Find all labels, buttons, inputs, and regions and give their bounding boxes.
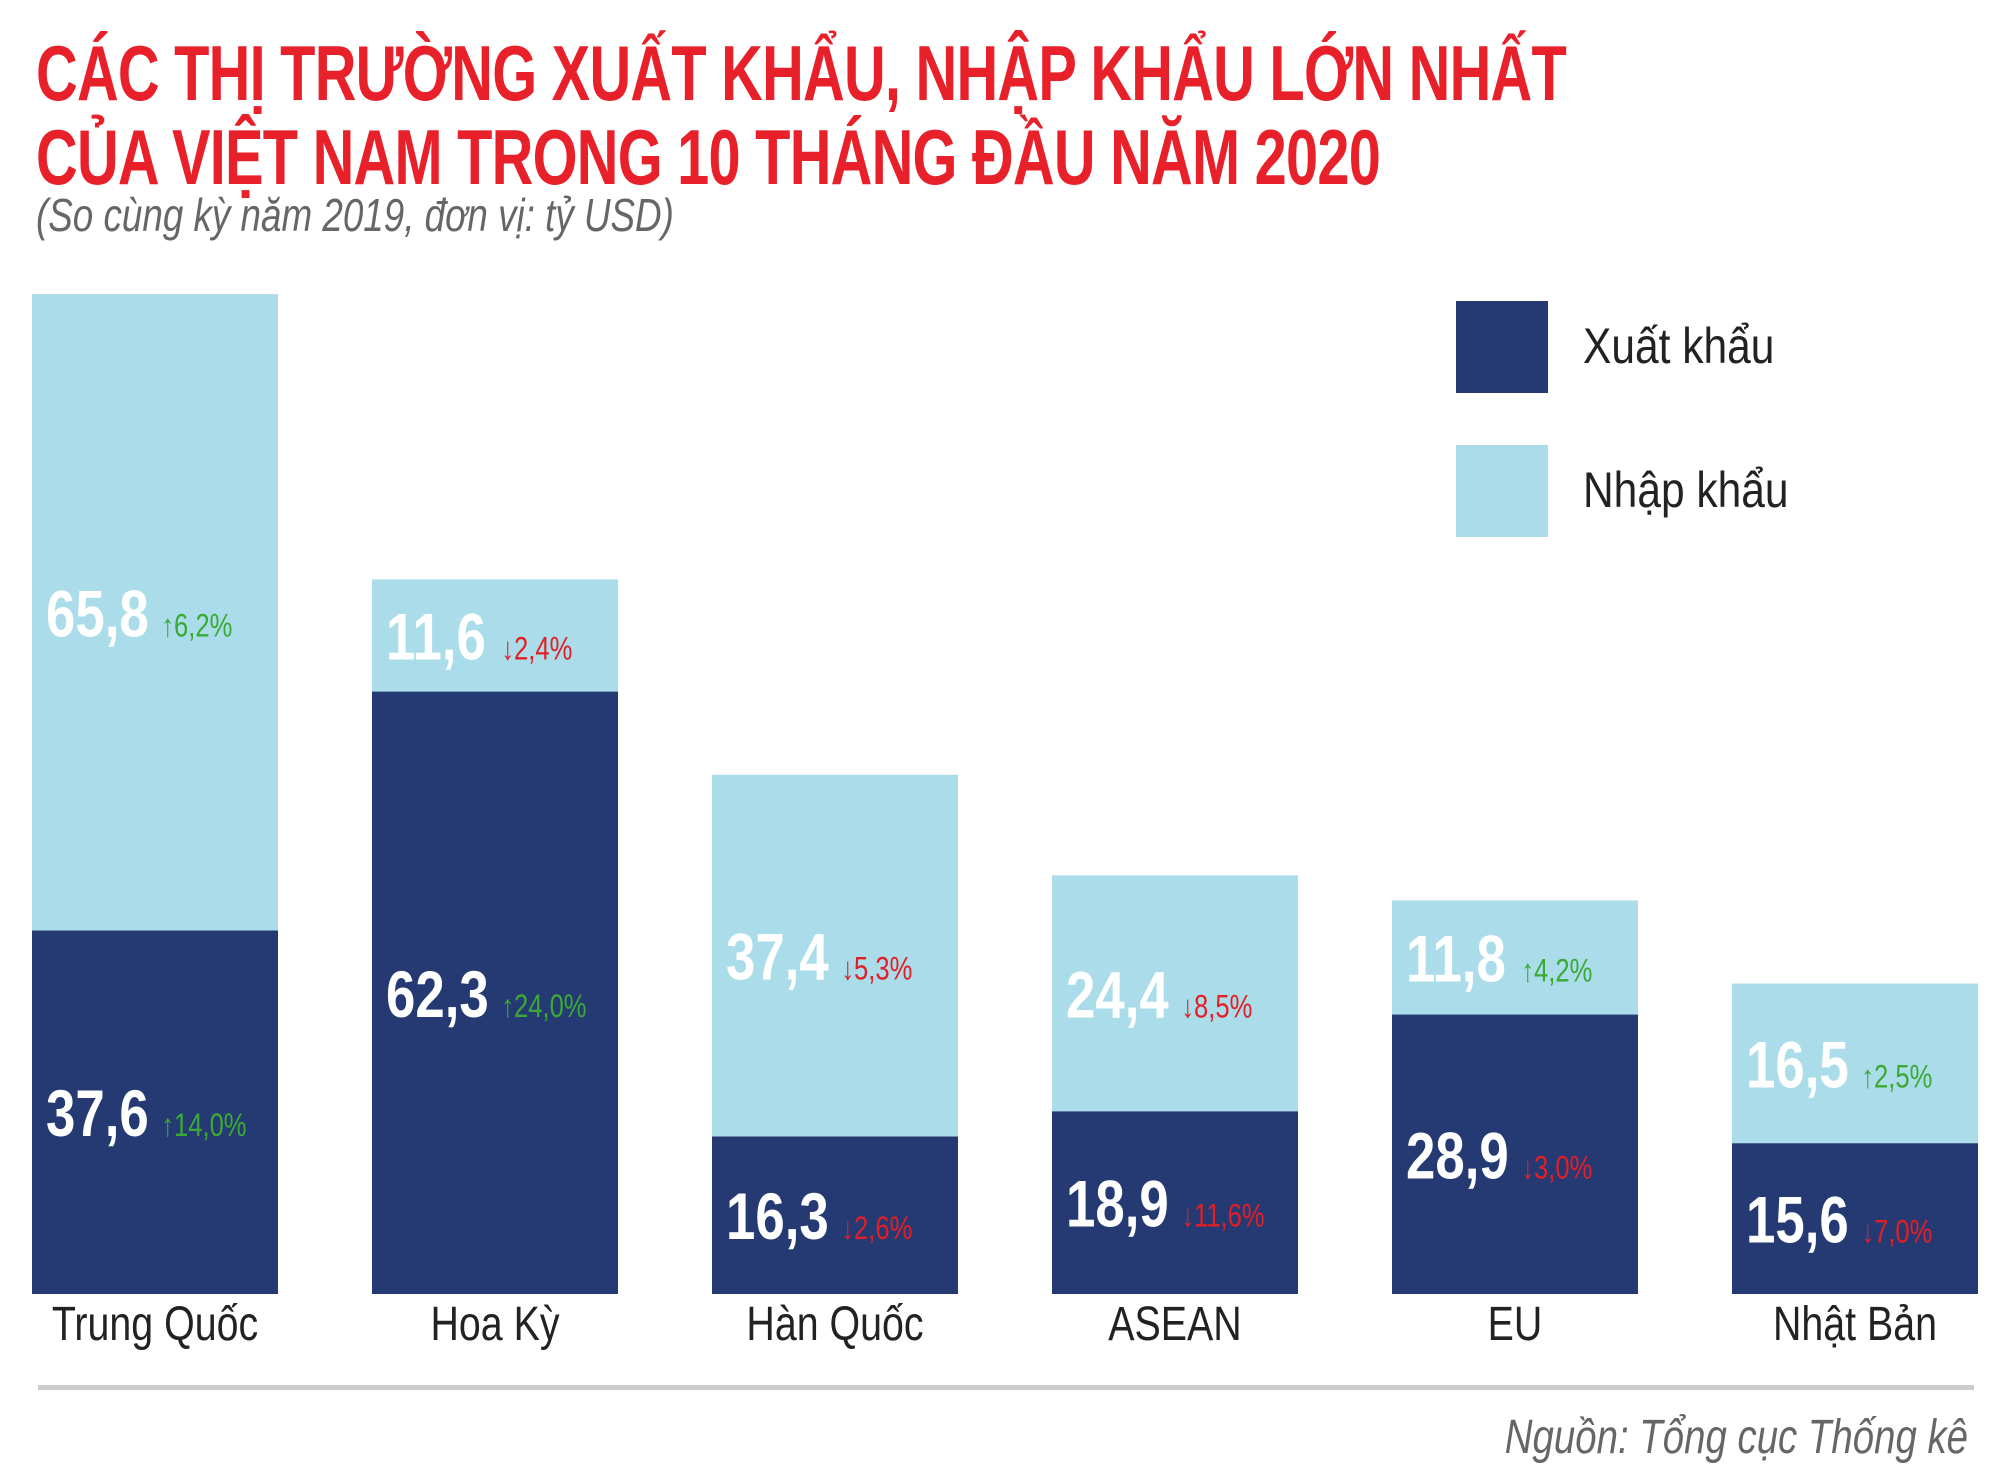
import-bar-5	[1732, 983, 1978, 1144]
export-bar-5	[1732, 1143, 1978, 1294]
change-label: ↓8,5%	[1181, 990, 1252, 1025]
value-label: 18,9	[1066, 1167, 1169, 1241]
legend-swatch-0	[1456, 301, 1548, 393]
export-bar-4	[1392, 1014, 1638, 1294]
value-label: 65,8	[46, 577, 149, 651]
category-label: Trung Quốc	[52, 1297, 258, 1351]
change-label: ↓7,0%	[1861, 1215, 1932, 1250]
category-label: ASEAN	[1108, 1297, 1241, 1351]
legend-swatch-1	[1456, 445, 1548, 537]
change-label: ↓5,3%	[841, 952, 912, 987]
value-label: 16,5	[1746, 1028, 1849, 1102]
value-label: 16,3	[726, 1180, 829, 1254]
import-bar-2	[712, 774, 958, 1137]
divider-line	[38, 1385, 1974, 1390]
export-bar-1	[372, 691, 618, 1294]
change-label: ↓2,4%	[501, 632, 572, 667]
import-bar-3	[1052, 875, 1298, 1112]
chart-title-line-1: CÁC THỊ TRƯỜNG XUẤT KHẨU, NHẬP KHẨU LỚN …	[36, 29, 1567, 117]
value-label: 37,6	[46, 1077, 149, 1151]
value-label: 24,4	[1066, 958, 1169, 1032]
legend-label: Xuất khẩu	[1583, 318, 1774, 374]
change-label: ↑14,0%	[161, 1109, 246, 1144]
value-label: 11,8	[1406, 922, 1506, 996]
chart-subtitle: (So cùng kỳ năm 2019, đơn vị: tỷ USD)	[36, 189, 674, 241]
change-label: ↑2,5%	[1861, 1060, 1932, 1095]
legend: Xuất khẩu Nhập khẩu	[1456, 301, 1789, 537]
change-label: ↑4,2%	[1521, 954, 1592, 989]
import-bar-1	[372, 579, 618, 692]
legend-label: Nhập khẩu	[1583, 462, 1789, 518]
export-bar-2	[712, 1136, 958, 1294]
source-note: Nguồn: Tổng cục Thống kê	[1504, 1411, 1968, 1464]
import-bar-0	[32, 294, 278, 931]
export-bar-3	[1052, 1111, 1298, 1294]
change-label: ↓11,6%	[1181, 1199, 1264, 1234]
import-bar-4	[1392, 900, 1638, 1015]
value-label: 62,3	[386, 957, 489, 1031]
change-label: ↑6,2%	[161, 609, 232, 644]
change-label: ↓2,6%	[841, 1212, 912, 1247]
value-label: 37,4	[726, 920, 829, 994]
category-label: Hoa Kỳ	[430, 1297, 559, 1351]
value-label: 11,6	[386, 600, 486, 674]
export-bar-0	[32, 930, 278, 1294]
change-label: ↓3,0%	[1521, 1151, 1592, 1186]
change-label: ↑24,0%	[501, 989, 586, 1024]
value-label: 15,6	[1746, 1183, 1849, 1257]
category-label: Nhật Bản	[1773, 1297, 1937, 1351]
category-label: Hàn Quốc	[746, 1297, 923, 1351]
value-label: 28,9	[1406, 1119, 1509, 1193]
category-label: EU	[1488, 1297, 1543, 1351]
chart-title-line-2: CỦA VIỆT NAM TRONG 10 THÁNG ĐẦU NĂM 2020	[36, 113, 1381, 201]
